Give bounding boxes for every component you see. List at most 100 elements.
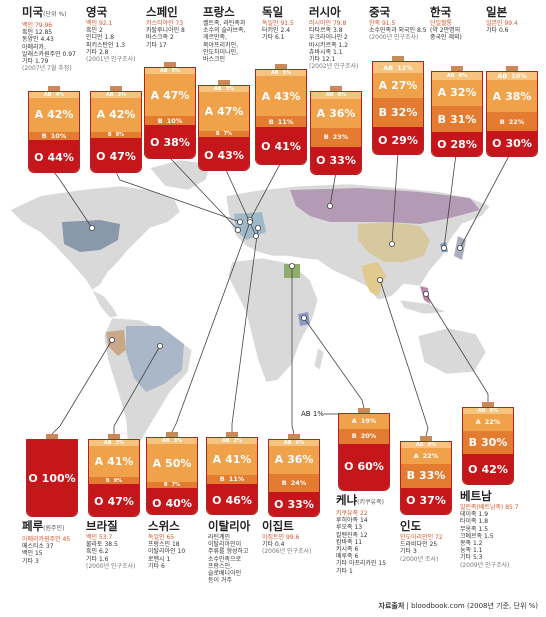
- country-marker: [326, 202, 333, 209]
- ethnic-line: 카탈루니아인 8: [146, 27, 185, 35]
- ethnic-composition: 백인 92.1 흑인 2 인디언 1.8 파키스탄인 1.3 기타 2.8 (2001년 …: [86, 20, 148, 63]
- blood-bag-icon: AB 3% A 50% B 7% O 40%: [146, 432, 198, 515]
- blood-bag-icon: AB 12% A 27% B 32% O 29%: [372, 56, 424, 155]
- blood-type-label: A: [212, 453, 222, 467]
- ethnic-composition: 아메리카원주민 45 메스티소 37 백인 15 기타 3: [22, 536, 84, 565]
- ethnic-line: 기타 6: [148, 562, 165, 570]
- blood-type-percent: 43: [217, 149, 233, 163]
- blood-type-percent: 22: [422, 451, 432, 460]
- blood-segment-a: A 42%: [91, 98, 141, 132]
- ethnic-line: 한족 91.5: [369, 20, 396, 27]
- bag-body: AB 3% A 41% B 9% O 47%: [88, 439, 140, 517]
- country-name: 인도: [400, 520, 462, 533]
- blood-type-percent: 30: [481, 435, 497, 449]
- madagascar: [313, 347, 325, 371]
- ethnic-line: 기타 2.8: [86, 48, 109, 56]
- ethnic-line: 기타 6.1: [262, 34, 285, 42]
- country-card: 프랑스 켈트족, 라틴족과 소수의 슬라브족, 게르만족, 북아프리카인, 인도차이나인,…: [203, 6, 265, 64]
- country-name: 스위스: [148, 520, 210, 533]
- blood-type-percent: 8: [337, 92, 342, 99]
- blood-type-label: A: [316, 106, 326, 120]
- blood-type-percent: 43: [274, 89, 290, 103]
- ethnic-line: 아메리카원주민 45: [22, 536, 71, 543]
- bag-body: AB 8% A 36% B 23% O 33%: [310, 91, 362, 175]
- ethnic-line: 일본인 99.4: [486, 20, 518, 27]
- blood-type-percent: 8: [115, 131, 120, 138]
- indonesia: [399, 299, 448, 315]
- blood-type-label: O: [96, 150, 106, 164]
- percent-sign: %: [289, 89, 301, 103]
- blood-type-label: AB: [161, 438, 170, 444]
- blood-type-percent: 42: [109, 108, 125, 122]
- percent-sign: %: [465, 86, 477, 100]
- bag-cap: [288, 434, 300, 439]
- blood-type-label: A: [274, 453, 284, 467]
- blood-segment-b: B 24%: [269, 473, 319, 493]
- country-marker: [236, 218, 243, 225]
- blood-bag-icon: AB 5% A 47% B 10% O 38%: [144, 62, 196, 159]
- country-card: 브라질 백인 53.7 물라토 38.5 흑인 6.2 기타 1.6 (2000년 인구조…: [86, 520, 148, 570]
- blood-type-label: A: [413, 451, 419, 460]
- percent-sign: %: [369, 432, 377, 441]
- ethnic-line: (2009년 인구조사): [460, 561, 510, 569]
- percent-sign: %: [286, 117, 294, 126]
- blood-segment-ab: AB 3%: [199, 86, 249, 92]
- blood-type-label: B: [378, 106, 388, 120]
- country-paren: (키쿠유족): [357, 499, 384, 506]
- percent-sign: %: [59, 131, 67, 140]
- blood-type-label: A: [261, 89, 271, 103]
- blood-type-label: A: [492, 89, 502, 103]
- blood-bag-icon: AB 3% A 47% B 7% O 43%: [198, 80, 250, 171]
- blood-type-label: O: [274, 498, 284, 512]
- ethnic-line: 기타 17: [146, 41, 167, 49]
- ethnic-line: 흑인 6.2: [86, 548, 109, 556]
- percent-sign: %: [62, 108, 74, 122]
- country-marker: [422, 290, 429, 297]
- ethnic-line: (2000년 인구조사): [369, 34, 419, 42]
- blood-segment-ab: AB 6%: [269, 440, 319, 446]
- ethnic-line: 기타 0.6: [486, 27, 509, 35]
- blood-segment-o: O 100%: [27, 440, 77, 516]
- ethnic-line: 루히아족 14: [336, 517, 368, 525]
- percent-sign: %: [119, 440, 125, 446]
- ethnic-line: 무옹족 1.5: [460, 525, 489, 533]
- leader-line: [231, 227, 259, 432]
- leader-line: [303, 317, 365, 409]
- ethnic-line: 아메리카,: [22, 43, 46, 51]
- blood-segment-a: A 27%: [373, 73, 423, 98]
- ethnic-line: 우크라이나인 2: [309, 34, 348, 42]
- percent-sign: %: [229, 86, 235, 92]
- blood-type-percent: 11: [228, 475, 238, 484]
- ethnic-line: 백인 92.1: [86, 20, 113, 27]
- country-name-text: 인도: [400, 519, 422, 533]
- blood-type-label: A: [378, 78, 388, 92]
- percent-sign: %: [341, 92, 347, 99]
- blood-type-label: A: [152, 456, 162, 470]
- bag-cap: [420, 436, 432, 441]
- blood-type-label: AB: [105, 92, 114, 98]
- percent-sign: %: [178, 135, 190, 149]
- ethnic-line: 테이족 1.9: [460, 511, 489, 519]
- country-card: 영국 백인 92.1 흑인 2 인디언 1.8 파키스탄인 1.3 기타 2.8 (2001…: [86, 6, 148, 64]
- blood-segment-o: O 41%: [256, 126, 306, 164]
- central-america: [91, 289, 119, 319]
- blood-type-label: AB: [103, 440, 112, 446]
- blood-segment-b: B 7%: [147, 482, 197, 488]
- percent-sign: %: [493, 418, 501, 427]
- ethnic-line: 크메르족 1.5: [460, 532, 494, 540]
- percent-sign: %: [59, 92, 65, 98]
- country-marker: [246, 218, 253, 225]
- country-card: 일본 일본인 99.4 기타 0.6: [486, 6, 546, 35]
- percent-sign: %: [180, 456, 192, 470]
- percent-sign: %: [341, 133, 349, 142]
- ethnic-line: 독일인 65: [148, 534, 175, 541]
- bag-cap: [164, 62, 176, 67]
- ethnic-line: 기타 0.4: [262, 541, 285, 549]
- blood-segment-o: O 40%: [147, 488, 197, 514]
- blood-type-label: O: [204, 149, 214, 163]
- ethnic-line: 기타 1.6: [86, 555, 109, 563]
- blood-segment-b: B 30%: [463, 430, 513, 454]
- blood-segment-b: B 31%: [432, 106, 482, 133]
- blood-segment-o: O 30%: [487, 130, 537, 156]
- country-name-text: 이탈리아: [208, 519, 251, 533]
